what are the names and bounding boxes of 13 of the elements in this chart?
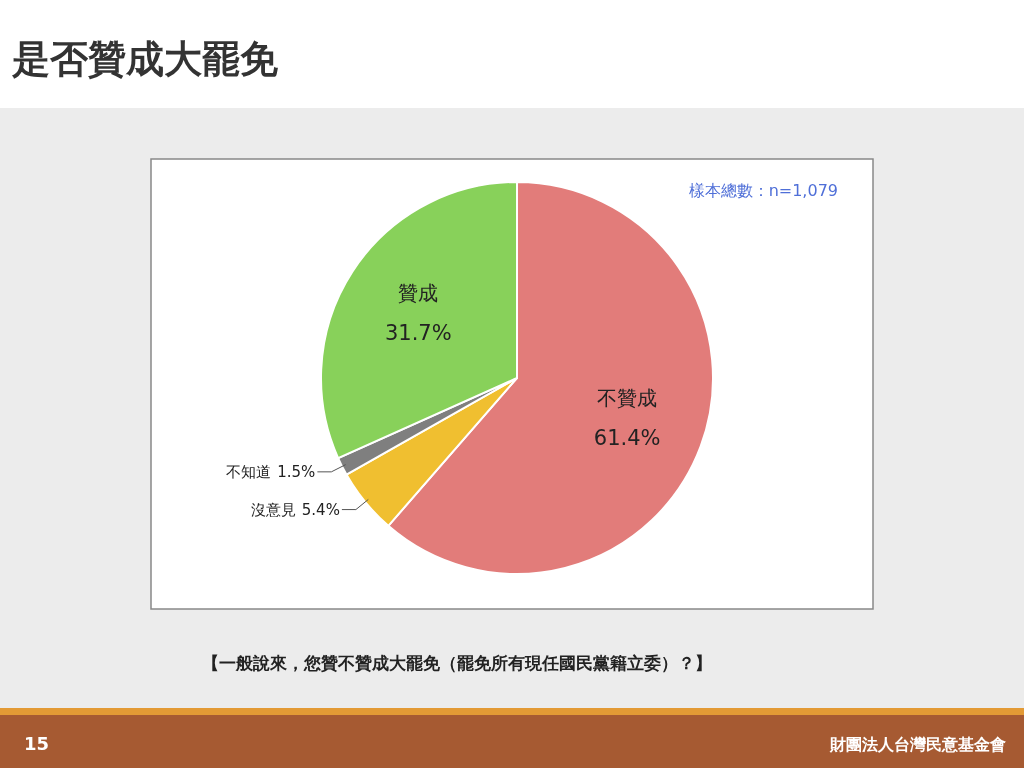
text: 樣本總數：n=1,079 [688, 181, 838, 200]
data-label: 31.7% [384, 321, 452, 346]
slice-label: 不贊成 [597, 386, 658, 411]
slice-label: 沒意見 [250, 500, 296, 519]
slice-label: 不知道 [226, 462, 272, 481]
data-label: 5.4% [301, 500, 340, 519]
text: 財團法人台灣民意基金會 [829, 735, 1006, 754]
text: 【一般說來，您贊不贊成大罷免（罷免所有現任國民黨籍立委）？】 [202, 653, 712, 673]
text: 15 [24, 733, 50, 754]
slice-label: 贊成 [398, 281, 439, 306]
data-label: 61.4% [593, 426, 661, 451]
chart-title: 是否贊成大罷免 [11, 37, 278, 81]
data-label: 1.5% [277, 462, 316, 481]
